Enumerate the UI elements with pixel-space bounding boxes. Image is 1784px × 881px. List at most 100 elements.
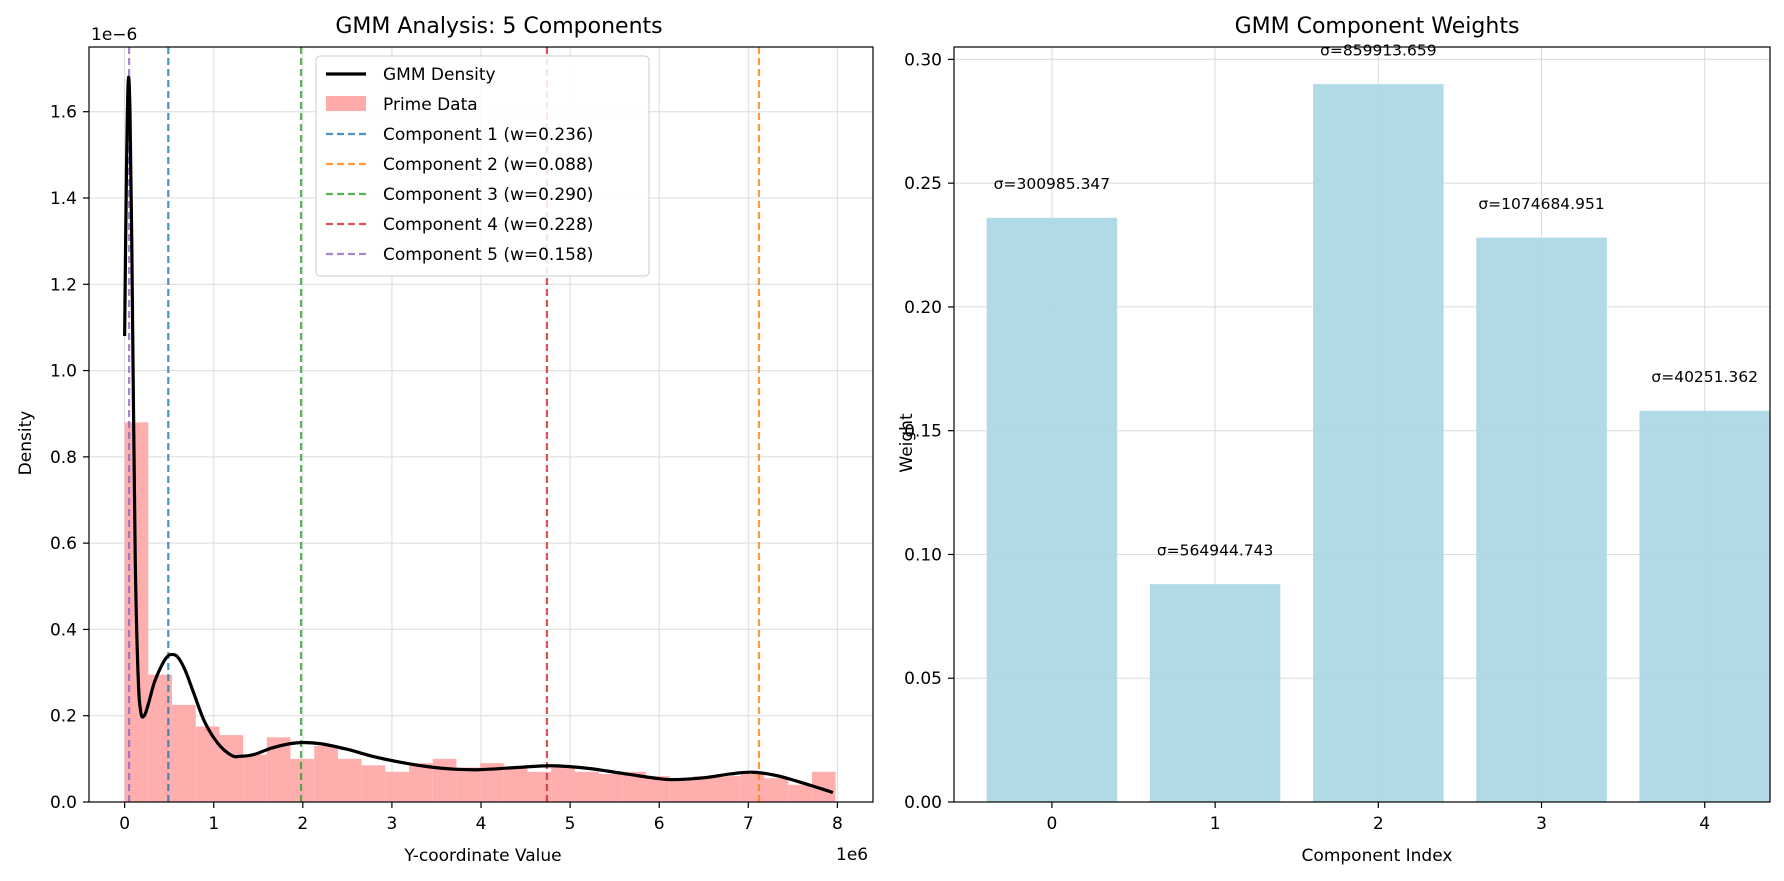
histogram-bar: [764, 778, 789, 802]
legend-label-component: Component 3 (w=0.290): [383, 185, 593, 205]
histogram-bar: [740, 773, 765, 802]
histogram-bar: [409, 763, 433, 802]
left-y-tick-label: 1.6: [50, 103, 77, 123]
histogram-bar: [195, 726, 220, 802]
sigma-annotation: σ=300985.347: [994, 175, 1111, 193]
right-x-tick-label: 1: [1210, 814, 1221, 834]
left-y-tick-label: 0.4: [50, 620, 77, 640]
left-y-tick-label: 0.8: [50, 448, 77, 468]
histogram-bar: [669, 778, 694, 802]
left-y-tick-label: 1.0: [50, 362, 77, 382]
weight-bar: [986, 217, 1118, 802]
histogram-bar: [693, 776, 718, 802]
density-curve: [123, 75, 834, 795]
histogram-bar: [527, 771, 552, 802]
histogram-bar: [290, 758, 315, 802]
histogram-bar: [574, 771, 599, 802]
left-chart-title: GMM Analysis: 5 Components: [335, 14, 662, 39]
right-x-tick-label: 3: [1536, 814, 1547, 834]
right-y-tick-label: 0.05: [904, 669, 942, 689]
right-y-tick-label: 0.10: [904, 545, 942, 565]
weight-bar: [1639, 410, 1770, 802]
weight-bar: [1476, 237, 1607, 802]
right-y-axis-label: Weight: [897, 413, 917, 473]
left-x-tick-label: 8: [832, 814, 843, 834]
legend-box: [315, 55, 650, 277]
right-axes-frame: [953, 46, 1771, 803]
histogram-bar: [456, 767, 481, 802]
right-y-tick-label: 0.25: [904, 174, 942, 194]
histogram-bar: [551, 767, 575, 802]
weight-bar: [1149, 584, 1281, 802]
legend-label-component: Component 1 (w=0.236): [383, 125, 593, 145]
right-x-axis-label: Component Index: [1302, 846, 1453, 866]
left-component-lines: [127, 47, 761, 802]
left-x-ticks: 0 1 2 3 4 5 6 7 8: [119, 802, 843, 834]
histogram-bar: [314, 745, 338, 802]
left-x-tick-label: 3: [386, 814, 397, 834]
left-histogram: [124, 422, 836, 802]
histogram-bar: [148, 674, 173, 802]
right-annotations: σ=300985.347 σ=564944.743 σ=859913.659 σ=10…: [994, 41, 1758, 559]
right-y-tick-label: 0.15: [904, 422, 942, 442]
histogram-bar: [337, 758, 362, 802]
legend-label-component: Component 4 (w=0.228): [383, 215, 593, 235]
histogram-bar: [645, 776, 670, 802]
histogram-bar: [219, 735, 244, 802]
right-x-ticks: 0 1 2 3 4: [1047, 802, 1710, 834]
left-x-tick-label: 4: [476, 814, 487, 834]
left-x-tick-label: 5: [565, 814, 576, 834]
right-y-tick-label: 0.20: [904, 298, 942, 318]
histogram-bar: [243, 754, 267, 802]
left-y-tick-label: 1.2: [50, 275, 77, 295]
left-x-offset-text: 1e6: [836, 845, 868, 865]
sigma-annotation: σ=1074684.951: [1478, 195, 1604, 213]
left-y-axis-label: Density: [16, 411, 36, 476]
right-chart-panel: GMM Component Weights Component Index We…: [897, 14, 1771, 866]
histogram-bar: [811, 771, 836, 802]
histogram-bar: [266, 737, 291, 802]
left-x-tick-label: 2: [297, 814, 308, 834]
histogram-bar: [480, 763, 504, 802]
left-y-tick-label: 0.6: [50, 534, 77, 554]
legend-label-component: Component 5 (w=0.158): [383, 245, 593, 265]
left-x-tick-label: 1: [208, 814, 219, 834]
histogram-bar: [172, 704, 196, 802]
right-y-tick-label: 0.30: [904, 50, 942, 70]
left-legend: GMM Density Prime Data Component 1 (w=0.23…: [315, 55, 650, 277]
right-chart-title: GMM Component Weights: [1235, 14, 1520, 39]
histogram-bar: [622, 771, 646, 802]
left-x-tick-label: 6: [654, 814, 665, 834]
histogram-bar: [788, 784, 812, 802]
right-x-tick-label: 0: [1047, 814, 1058, 834]
weight-bar: [1313, 84, 1444, 802]
left-y-tick-label: 0.0: [50, 793, 77, 813]
legend-label-histogram: Prime Data: [383, 95, 478, 115]
histogram-bar: [503, 767, 528, 802]
histogram-bar: [385, 771, 410, 802]
left-y-ticks: 0.0 0.2 0.4 0.6 0.8 1.0 1.2 1.4 1.6: [50, 103, 89, 813]
legend-swatch-histogram: [326, 96, 366, 111]
sigma-annotation: σ=564944.743: [1157, 541, 1274, 559]
left-x-axis-label: Y-coordinate Value: [403, 846, 561, 866]
right-x-tick-label: 4: [1699, 814, 1710, 834]
right-x-tick-label: 2: [1373, 814, 1384, 834]
left-y-offset-text: 1e−6: [91, 25, 137, 45]
left-x-tick-label: 0: [119, 814, 130, 834]
legend-label-density: GMM Density: [383, 65, 496, 85]
legend-label-component: Component 2 (w=0.088): [383, 155, 593, 175]
sigma-annotation: σ=859913.659: [1320, 41, 1437, 59]
histogram-bar: [361, 765, 386, 802]
left-chart-panel: GMM Analysis: 5 Components 1e−6 1e6 Y-co…: [16, 14, 874, 866]
histogram-bar: [717, 776, 741, 802]
histogram-bar: [598, 773, 623, 802]
left-y-tick-label: 0.2: [50, 707, 77, 727]
histogram-bar: [432, 758, 457, 802]
left-density-curve-group: [123, 75, 834, 795]
sigma-annotation: σ=40251.362: [1651, 368, 1758, 386]
right-bars: [986, 84, 1770, 802]
left-x-tick-label: 7: [743, 814, 754, 834]
right-y-tick-label: 0.00: [904, 793, 942, 813]
